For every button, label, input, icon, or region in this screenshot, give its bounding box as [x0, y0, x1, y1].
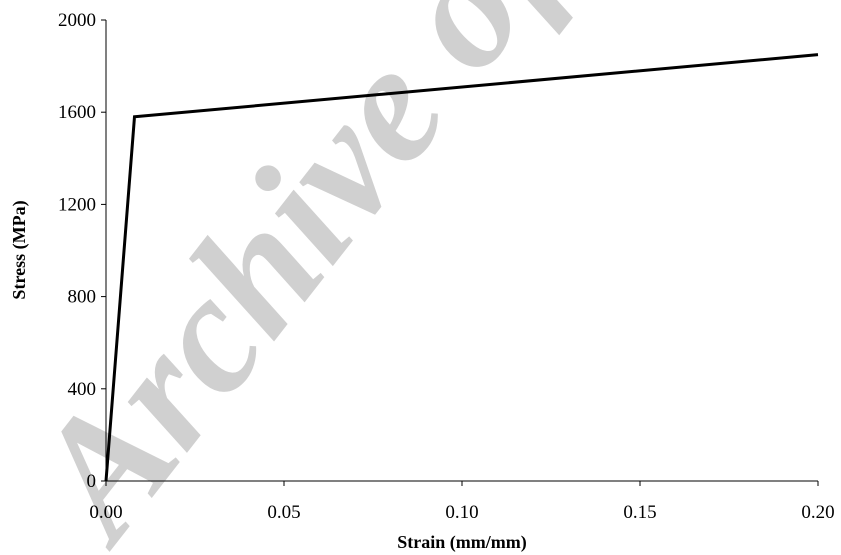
series-group [104, 53, 819, 482]
x-tick-label: 0.20 [801, 502, 834, 523]
y-axis-title: Stress (MPa) [9, 200, 30, 299]
x-tick-label: 0.00 [89, 502, 122, 523]
y-tick-label: 1600 [58, 102, 96, 123]
y-tick-label: 400 [68, 379, 97, 400]
x-tick-label: 0.15 [623, 502, 656, 523]
y-tick-labels: 0 400 800 1200 1600 2000 [58, 10, 106, 492]
y-tick-label: 2000 [58, 10, 96, 31]
y-tick-label: 800 [68, 287, 97, 308]
watermark-text: Archive of SID [0, 0, 795, 555]
x-tick-label: 0.10 [445, 502, 478, 523]
series-line [104, 53, 819, 482]
y-tick-label: 1200 [58, 194, 96, 215]
x-tick-labels: 0.00 0.05 0.10 0.15 0.20 [89, 481, 835, 523]
watermark: Archive of SID [0, 0, 795, 555]
y-tick-label: 0 [87, 471, 97, 492]
x-tick-label: 0.05 [267, 502, 300, 523]
x-axis-title: Strain (mm/mm) [397, 532, 526, 553]
